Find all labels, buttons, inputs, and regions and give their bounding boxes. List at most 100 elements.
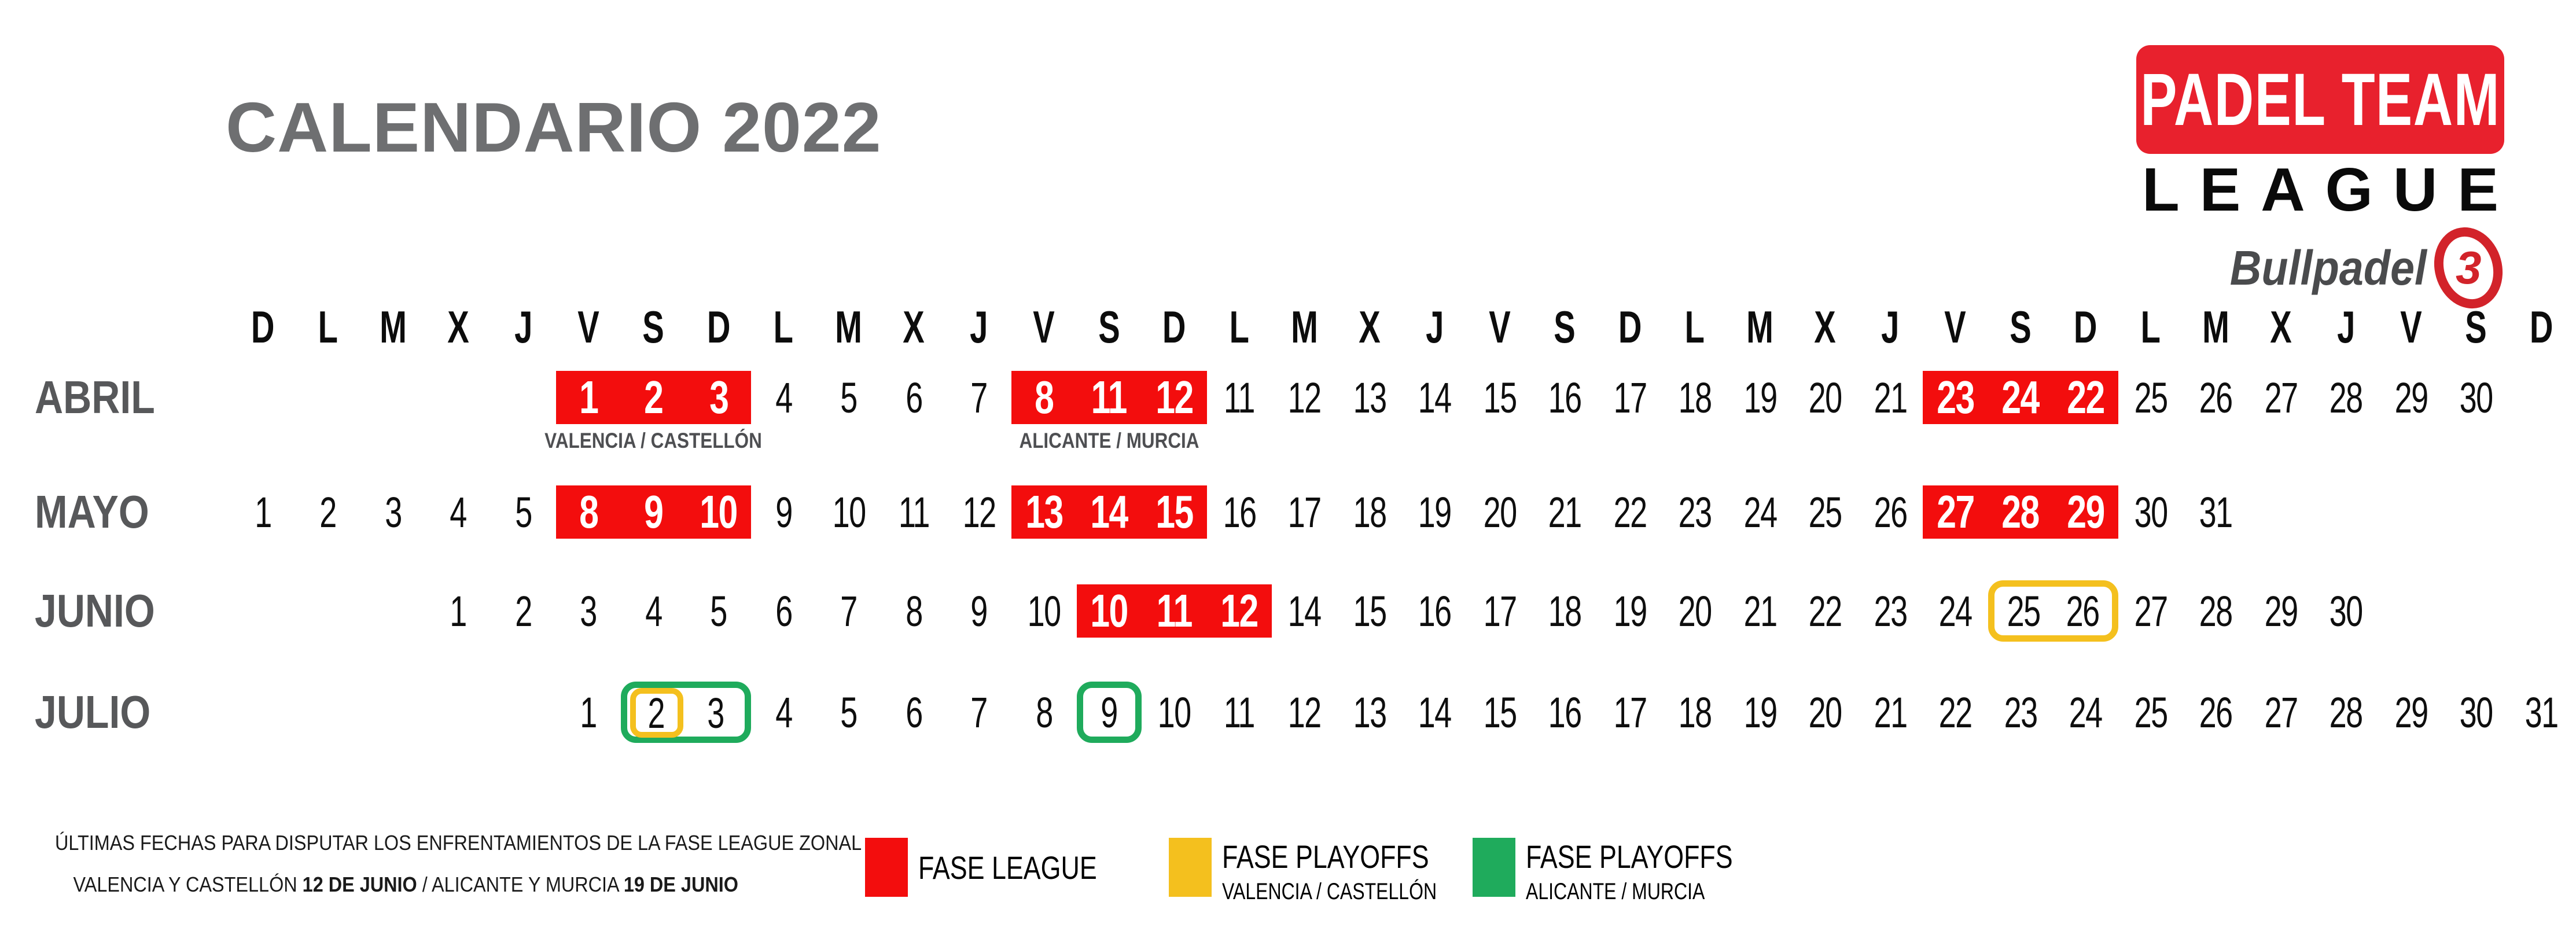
logo-bullpadel: Bullpadel 3 bbox=[2136, 219, 2512, 317]
day-cell: 19 bbox=[1743, 688, 1778, 737]
day-cell: 5 bbox=[840, 373, 858, 422]
day-cell: 16 bbox=[1223, 488, 1257, 536]
weekday-letter: M bbox=[835, 301, 863, 352]
month-label-julio: JULIO bbox=[35, 686, 151, 738]
day-cell: 22 bbox=[1938, 688, 1973, 737]
weekday-letter: L bbox=[774, 301, 794, 352]
day-cell-highlighted: 3 bbox=[709, 371, 729, 423]
day-cell: 29 bbox=[2394, 688, 2428, 737]
day-cell: 2 bbox=[319, 488, 337, 536]
month-row-mayo: 1 2 3 4 5 8 9 10 9 10 11 12 13 14 15 16 17 18 19 20 21 22 23 24… bbox=[230, 474, 2574, 550]
day-cell: 14 bbox=[1418, 373, 1452, 422]
weekday-letter: S bbox=[1554, 301, 1576, 352]
day-cell: 20 bbox=[1808, 373, 1843, 422]
day-cell: 25 bbox=[2007, 587, 2041, 635]
day-cell: 6 bbox=[905, 373, 923, 422]
weekday-letter: L bbox=[318, 301, 338, 352]
legend-swatch-fase-playoffs-alicante bbox=[1473, 838, 1515, 897]
weekday-letter: J bbox=[1425, 301, 1444, 352]
page-title: CALENDARIO 2022 bbox=[226, 88, 882, 167]
fase-league-block: 23 24 22 bbox=[1923, 371, 2118, 424]
day-cell: 3 bbox=[706, 689, 724, 737]
day-cell: 18 bbox=[1548, 587, 1583, 635]
day-cell: 20 bbox=[1808, 688, 1843, 737]
day-cell-highlighted: 9 bbox=[644, 486, 664, 538]
fase-playoffs-box-green: 9 bbox=[1076, 682, 1142, 743]
zone-label: VALENCIA / CASTELLÓN bbox=[544, 429, 763, 452]
day-cell: 18 bbox=[1678, 373, 1713, 422]
day-cell: 14 bbox=[1418, 688, 1452, 737]
day-cell: 16 bbox=[1418, 587, 1452, 635]
day-cell: 8 bbox=[1035, 688, 1053, 737]
day-cell: 18 bbox=[1353, 488, 1387, 536]
weekday-letter: S bbox=[2010, 301, 2032, 352]
day-cell: 7 bbox=[840, 587, 858, 635]
logo-league-letter: G bbox=[2325, 156, 2373, 224]
weekday-letter: S bbox=[642, 301, 664, 352]
logo-league-letter: E bbox=[2199, 156, 2241, 224]
month-label-mayo: MAYO bbox=[35, 486, 149, 538]
fase-league-block: 8 9 10 bbox=[555, 485, 751, 539]
day-cell: 26 bbox=[1874, 488, 1908, 536]
day-cell: 26 bbox=[2066, 587, 2100, 635]
day-cell: 20 bbox=[1678, 587, 1713, 635]
day-cell-highlighted: 29 bbox=[2066, 486, 2105, 538]
weekday-letter: J bbox=[514, 301, 532, 352]
weekday-letter: S bbox=[1098, 301, 1120, 352]
weekday-letter: S bbox=[2465, 301, 2487, 352]
day-cell-highlighted: 12 bbox=[1155, 371, 1194, 423]
day-cell: 10 bbox=[832, 488, 866, 536]
weekday-letter: M bbox=[2202, 301, 2229, 352]
day-cell: 1 bbox=[254, 488, 272, 536]
day-cell: 12 bbox=[1287, 373, 1322, 422]
day-cell: 6 bbox=[905, 688, 923, 737]
weekday-letter: D bbox=[2073, 301, 2097, 352]
weekday-letter: V bbox=[577, 301, 599, 352]
day-cell: 17 bbox=[1483, 587, 1517, 635]
day-cell: 2 bbox=[514, 587, 532, 635]
day-cell: 29 bbox=[2394, 373, 2428, 422]
weekday-letter: M bbox=[1746, 301, 1774, 352]
day-cell: 1 bbox=[580, 688, 597, 737]
day-cell: 7 bbox=[970, 688, 988, 737]
day-cell: 4 bbox=[775, 688, 793, 737]
day-cell: 28 bbox=[2199, 587, 2233, 635]
legend-label: FASE PLAYOFFS VALENCIA / CASTELLÓN bbox=[1222, 838, 1491, 905]
zone-label: ALICANTE / MURCIA bbox=[1019, 429, 1199, 452]
day-cell: 5 bbox=[710, 587, 727, 635]
day-cell: 23 bbox=[1678, 488, 1713, 536]
legend-item-fase-league: FASE LEAGUE bbox=[865, 838, 1142, 897]
day-cell: 12 bbox=[1287, 688, 1322, 737]
day-cell: 7 bbox=[970, 373, 988, 422]
day-cell-highlighted: 2 bbox=[644, 371, 664, 423]
day-cell-highlighted: 11 bbox=[1091, 371, 1128, 423]
legend-item-fase-playoffs-valencia: FASE PLAYOFFS VALENCIA / CASTELLÓN bbox=[1169, 838, 1491, 905]
day-cell: 25 bbox=[2134, 373, 2168, 422]
day-cell: 15 bbox=[1353, 587, 1387, 635]
day-cell: 3 bbox=[384, 488, 402, 536]
day-cell: 5 bbox=[840, 688, 858, 737]
legend-item-fase-playoffs-alicante: FASE PLAYOFFS ALICANTE / MURCIA bbox=[1473, 838, 1784, 905]
day-cell: 9 bbox=[1101, 689, 1118, 737]
day-cell: 1 bbox=[450, 587, 467, 635]
day-cell: 24 bbox=[2069, 688, 2103, 737]
day-cell: 16 bbox=[1548, 373, 1583, 422]
day-cell: 17 bbox=[1613, 688, 1647, 737]
fase-league-block: 27 28 29 bbox=[1923, 485, 2118, 539]
day-cell: 4 bbox=[450, 488, 467, 536]
weekday-letter: V bbox=[1944, 301, 1966, 352]
day-cell-highlighted: 24 bbox=[2001, 371, 2040, 423]
fase-league-block: 8 11 12 ALICANTE / MURCIA bbox=[1011, 371, 1207, 452]
day-cell: 30 bbox=[2459, 688, 2494, 737]
day-cell: 11 bbox=[1224, 373, 1256, 422]
day-cell: 26 bbox=[2199, 373, 2233, 422]
fase-playoffs-box-yellow-inner: 2 bbox=[630, 688, 683, 738]
day-cell-highlighted: 11 bbox=[1156, 585, 1193, 636]
weekday-letter: X bbox=[903, 301, 925, 352]
month-label-abril: ABRIL bbox=[35, 371, 155, 423]
weekday-letter: J bbox=[970, 301, 988, 352]
logo-league-letter: E bbox=[2457, 156, 2498, 224]
day-cell: 8 bbox=[905, 587, 923, 635]
day-cell: 5 bbox=[514, 488, 532, 536]
